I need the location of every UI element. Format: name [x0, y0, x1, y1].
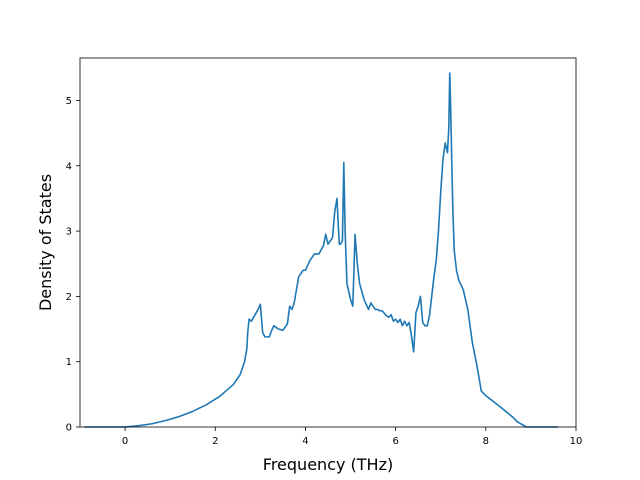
y-tick-label: 4 [66, 161, 72, 172]
y-tick-label: 3 [66, 227, 72, 238]
x-tick-label: 2 [212, 436, 218, 447]
x-tick-label: 6 [392, 436, 398, 447]
plot-area [84, 72, 558, 428]
y-axis-label: Density of States [36, 174, 55, 311]
x-axis-ticks: 0 2 4 6 8 10 [122, 427, 582, 447]
x-tick-label: 4 [302, 436, 308, 447]
dos-series-line-0 [84, 72, 558, 428]
y-tick-label: 2 [66, 292, 72, 303]
x-tick-label: 8 [483, 436, 489, 447]
y-tick-label: 1 [66, 357, 72, 368]
y-axis-ticks: 0 1 2 3 4 5 [66, 96, 80, 434]
x-tick-label: 10 [570, 436, 583, 447]
y-tick-label: 5 [66, 96, 72, 107]
x-axis-label: Frequency (THz) [263, 455, 393, 474]
plot-frame [79, 57, 577, 428]
y-tick-label: 0 [66, 423, 72, 434]
x-tick-label: 0 [122, 436, 128, 447]
